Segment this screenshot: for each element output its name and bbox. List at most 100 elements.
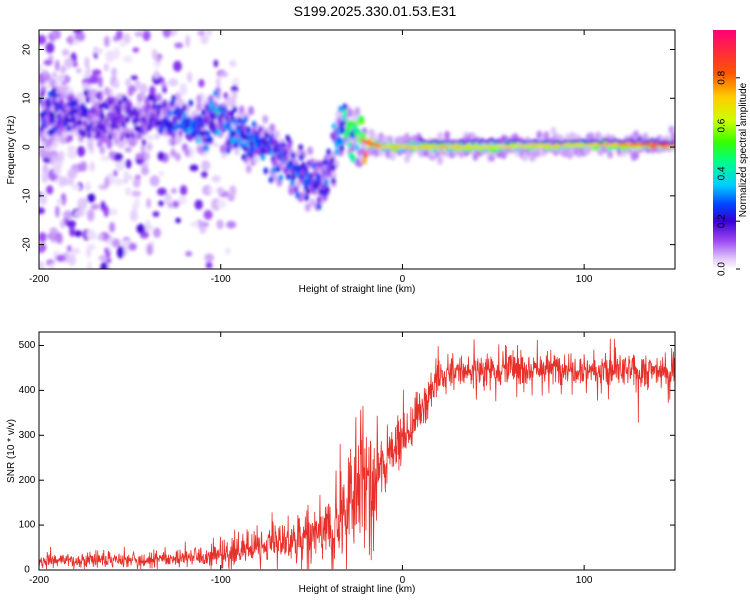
spectrogram-cell bbox=[251, 127, 257, 135]
spectrogram-cell bbox=[444, 130, 451, 140]
spectrogram-cell bbox=[350, 155, 356, 163]
spectrogram-cell bbox=[72, 122, 78, 130]
spectrogram-cell bbox=[158, 200, 165, 207]
spectrogram-cell bbox=[149, 85, 156, 98]
spectrogram-cell bbox=[228, 96, 237, 109]
spectrogram-cell bbox=[86, 209, 95, 222]
spectrogram-cell bbox=[595, 131, 602, 141]
spectrogram-cell bbox=[329, 156, 335, 164]
spectrogram-cell bbox=[305, 187, 311, 195]
spectrogram-cell bbox=[55, 254, 66, 262]
spectrogram-cell bbox=[167, 109, 173, 117]
spectrogram-cell bbox=[136, 131, 141, 139]
spectrogram-cell bbox=[117, 99, 123, 107]
snr-y-label: SNR (10 * v/v) bbox=[6, 419, 17, 483]
spectrogram-cell bbox=[151, 48, 158, 60]
spectrogram-cell bbox=[326, 170, 332, 178]
spectrogram-cell bbox=[175, 217, 181, 224]
spectrogram-cell bbox=[39, 207, 45, 215]
spectrogram-cell bbox=[190, 221, 200, 228]
spectrogram-cell bbox=[39, 261, 45, 269]
spectrogram-cell bbox=[289, 179, 295, 187]
spectrogram-cell bbox=[213, 59, 219, 68]
spectrogram-x-ticks: -200 -100 0 100 bbox=[29, 30, 593, 285]
spectrogram-cell bbox=[105, 50, 115, 63]
spectrogram-cell bbox=[89, 161, 96, 172]
spectrogram-cell bbox=[182, 116, 188, 124]
snr-x-ticks: -200 -100 0 100 bbox=[29, 332, 593, 586]
spectrogram-cell bbox=[50, 112, 56, 119]
spectrogram-cell bbox=[118, 140, 125, 149]
spectrogram-cell bbox=[211, 175, 221, 183]
spectrogram-cell bbox=[185, 35, 190, 48]
snr-y-tick-label: 100 bbox=[19, 520, 36, 531]
spectrogram-cell bbox=[264, 131, 270, 139]
spectrogram-cell bbox=[271, 158, 277, 166]
spectrogram-cell bbox=[181, 104, 187, 111]
spectrogram-cell bbox=[502, 137, 507, 141]
spectrogram-cell bbox=[347, 108, 354, 118]
spectrogram-cell bbox=[66, 245, 72, 253]
spectrogram-cell bbox=[599, 141, 604, 145]
spectrogram-cell bbox=[54, 232, 63, 242]
spectrogram-cell bbox=[67, 116, 72, 124]
spectrogram-cell bbox=[172, 200, 180, 208]
spectrogram-cell bbox=[235, 124, 241, 132]
spectrogram-cell bbox=[84, 56, 90, 69]
spectrogram-cell bbox=[252, 154, 259, 164]
spectrogram-cell bbox=[411, 147, 416, 153]
spectrogram-cell bbox=[216, 186, 225, 195]
spectrogram-cell bbox=[239, 124, 245, 131]
spectrogram-cell bbox=[363, 151, 368, 159]
spectrogram-cell bbox=[61, 176, 69, 187]
spectrogram-cell bbox=[109, 221, 116, 233]
spectrogram-cell bbox=[204, 253, 215, 262]
spectrogram-cell bbox=[633, 150, 640, 160]
spectrogram-cell bbox=[58, 150, 65, 163]
spectrogram-cell bbox=[113, 177, 124, 186]
spectrogram-cell bbox=[39, 64, 44, 72]
spectrogram-cell bbox=[171, 131, 176, 139]
spectrogram-cell bbox=[54, 59, 60, 72]
spectrogram-cell bbox=[98, 255, 109, 262]
spectrogram-cell bbox=[283, 149, 288, 157]
spectrogram-cell bbox=[157, 151, 165, 161]
spectrogram-cell bbox=[108, 104, 115, 113]
spectrogram-cell bbox=[84, 181, 92, 192]
spectrogram-cell bbox=[251, 120, 257, 128]
spectrogram-cell bbox=[40, 100, 45, 108]
spectrogram-cell bbox=[241, 153, 247, 161]
spectrogram-cell bbox=[231, 90, 238, 100]
snr-x-tick-label: 0 bbox=[400, 575, 406, 586]
snr-frame bbox=[38, 331, 676, 571]
spectrogram-cell bbox=[672, 143, 675, 147]
spectrogram-cell bbox=[283, 154, 289, 162]
spectrogram-cell bbox=[104, 103, 110, 110]
spectrogram-cell bbox=[230, 85, 239, 93]
spectrogram-cell bbox=[290, 152, 296, 160]
spectrogram-cell bbox=[76, 67, 82, 74]
spectrogram-cell bbox=[167, 203, 174, 209]
spectrogram-cell bbox=[68, 34, 74, 46]
spectrogram-cell bbox=[85, 96, 91, 104]
spectrogram-cell bbox=[201, 160, 211, 171]
spectrogram-cell bbox=[171, 94, 177, 102]
spectrogram-y-tick-label: -20 bbox=[22, 237, 33, 252]
spectrogram-cell bbox=[637, 137, 642, 141]
spectrogram-cell bbox=[233, 141, 239, 149]
spectrogram-cell bbox=[202, 185, 213, 196]
spectrogram-cell bbox=[258, 125, 263, 133]
spectrogram-cell bbox=[146, 142, 153, 152]
spectrogram-cell bbox=[499, 140, 505, 144]
spectrogram-cell bbox=[184, 148, 191, 157]
spectrogram-cell bbox=[76, 145, 86, 157]
spectrogram-cell bbox=[152, 211, 160, 217]
spectrogram-cell bbox=[374, 139, 379, 144]
snr-y-tick-label: 500 bbox=[19, 340, 36, 351]
spectrogram-cell bbox=[206, 30, 212, 36]
spectrogram-cell bbox=[361, 157, 367, 165]
spectrogram-cell bbox=[370, 132, 377, 142]
spectrogram-cell bbox=[607, 149, 614, 159]
spectrogram-cell bbox=[168, 78, 179, 87]
spectrogram-cell bbox=[287, 141, 292, 148]
